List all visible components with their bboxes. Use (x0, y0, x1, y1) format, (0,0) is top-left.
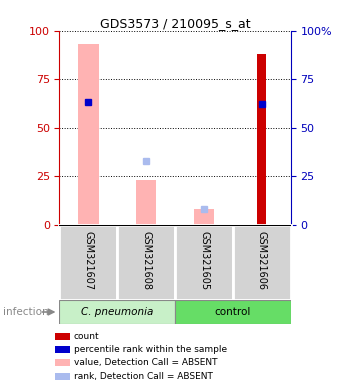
Text: value, Detection Call = ABSENT: value, Detection Call = ABSENT (74, 358, 217, 367)
Bar (233, 225, 291, 300)
Text: infection: infection (3, 307, 49, 317)
Text: C. pneumonia: C. pneumonia (81, 307, 153, 317)
Bar (117, 225, 175, 300)
Text: rank, Detection Call = ABSENT: rank, Detection Call = ABSENT (74, 372, 213, 381)
Bar (175, 225, 233, 300)
Bar (175, 300, 291, 324)
Title: GDS3573 / 210095_s_at: GDS3573 / 210095_s_at (100, 17, 251, 30)
Bar (78, 44, 99, 225)
Text: count: count (74, 332, 100, 341)
Bar (194, 209, 214, 225)
Bar (55, 359, 70, 366)
Text: GSM321608: GSM321608 (141, 231, 151, 290)
Bar (55, 373, 70, 380)
Bar (55, 333, 70, 340)
Text: GSM321607: GSM321607 (83, 231, 94, 290)
Bar (59, 300, 175, 324)
Bar (136, 180, 156, 225)
Text: control: control (215, 307, 251, 317)
Text: GSM321605: GSM321605 (199, 231, 209, 290)
Text: percentile rank within the sample: percentile rank within the sample (74, 345, 227, 354)
Text: GSM321606: GSM321606 (257, 231, 267, 290)
Bar (55, 346, 70, 353)
Bar (59, 225, 117, 300)
Bar (257, 54, 266, 225)
